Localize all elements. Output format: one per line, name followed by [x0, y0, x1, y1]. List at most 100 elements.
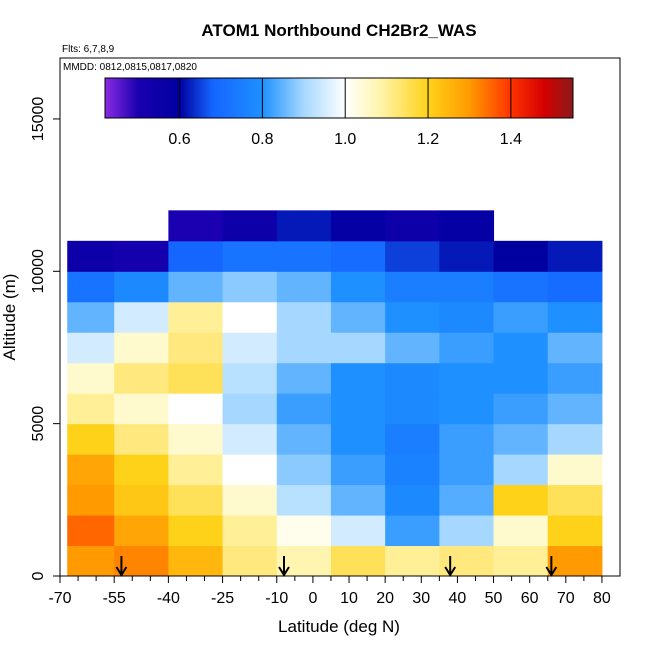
- heatmap-cell: [547, 454, 603, 486]
- arrow-head: [444, 566, 457, 577]
- heatmap-cell: [330, 515, 386, 547]
- x-tick-label: 0: [308, 590, 317, 607]
- y-axis-label: Altitude (m): [0, 274, 19, 361]
- arrow-head: [545, 566, 558, 577]
- x-tick-label: -70: [48, 590, 71, 607]
- heatmap-cell: [222, 423, 278, 455]
- dates-subtitle: MMDD: 0812,0815,0817,0820: [63, 62, 197, 73]
- heatmap-cell: [330, 332, 386, 364]
- heatmap-cell: [114, 423, 169, 455]
- heatmap-cell: [114, 515, 169, 547]
- heatmap-cell: [493, 515, 549, 547]
- arrow-head: [115, 566, 128, 577]
- heatmap-cell: [67, 454, 115, 486]
- heatmap-cells: [67, 210, 603, 576]
- heatmap-cell: [168, 210, 224, 242]
- heatmap-cell: [67, 545, 115, 576]
- heatmap-cell: [439, 301, 495, 333]
- heatmap-cell: [385, 484, 440, 516]
- heatmap-cell: [276, 515, 332, 547]
- heatmap-cell: [493, 301, 549, 333]
- heatmap-cell: [385, 301, 440, 333]
- heatmap-cell: [439, 454, 495, 486]
- heatmap-cell: [547, 240, 603, 272]
- heatmap-cell: [439, 332, 495, 364]
- heatmap-cell: [385, 393, 440, 425]
- heatmap-cell: [385, 423, 440, 455]
- heatmap-cell: [114, 301, 169, 333]
- x-tick-label: -40: [157, 590, 180, 607]
- heatmap-cell: [330, 423, 386, 455]
- heatmap-cell: [439, 423, 495, 455]
- heatmap-cell: [222, 332, 278, 364]
- heatmap-cell: [222, 240, 278, 272]
- x-tick-label: -55: [103, 590, 126, 607]
- heatmap-cell: [330, 271, 386, 303]
- heatmap-cell: [547, 423, 603, 455]
- heatmap-cell: [114, 484, 169, 516]
- heatmap-cell: [439, 362, 495, 394]
- heatmap-cell: [330, 362, 386, 394]
- x-tick-label: -10: [265, 590, 288, 607]
- heatmap-cell: [168, 301, 224, 333]
- heatmap-cell: [493, 454, 549, 486]
- heatmap-cell: [330, 545, 386, 576]
- heatmap-cell: [222, 210, 278, 242]
- down-arrow-icon: [545, 556, 558, 577]
- heatmap-cell: [168, 271, 224, 303]
- heatmap-cell: [168, 393, 224, 425]
- heatmap-cell: [330, 240, 386, 272]
- heatmap-cell: [114, 362, 169, 394]
- colorbar-tick-label: 0.6: [168, 131, 190, 148]
- down-arrow-icon: [115, 556, 128, 577]
- y-tick-label: 0: [30, 571, 47, 580]
- colorbar-tick-label: 1.4: [500, 131, 522, 148]
- heatmap-cell: [439, 210, 495, 242]
- heatmap-cell: [439, 240, 495, 272]
- heatmap-cell: [385, 362, 440, 394]
- heatmap-cell: [330, 484, 386, 516]
- heatmap-cell: [168, 484, 224, 516]
- flights-subtitle: Flts: 6,7,8,9: [62, 44, 115, 55]
- x-tick-label: -25: [211, 590, 234, 607]
- heatmap-cell: [547, 301, 603, 333]
- heatmap-cell: [168, 332, 224, 364]
- heatmap-cell: [222, 454, 278, 486]
- heatmap-cell: [114, 271, 169, 303]
- x-tick-label: 60: [521, 590, 539, 607]
- colorbar-tick-label: 1.0: [334, 131, 356, 148]
- heatmap-cell: [114, 393, 169, 425]
- heatmap-cell: [67, 271, 115, 303]
- heatmap-cell: [276, 271, 332, 303]
- heatmap-cell: [547, 515, 603, 547]
- heatmap-cell: [168, 545, 224, 576]
- colorbar-tick-label: 1.2: [417, 131, 439, 148]
- heatmap-cell: [547, 393, 603, 425]
- heatmap-cell: [276, 240, 332, 272]
- heatmap-cell: [168, 240, 224, 272]
- heatmap-cell: [493, 240, 549, 272]
- heatmap-cell: [67, 301, 115, 333]
- heatmap-cell: [222, 515, 278, 547]
- heatmap-cell: [276, 210, 332, 242]
- heatmap-cell: [276, 362, 332, 394]
- heatmap-cell: [330, 210, 386, 242]
- heatmap-cell: [222, 362, 278, 394]
- heatmap-cell: [276, 393, 332, 425]
- heatmap-cell: [547, 332, 603, 364]
- down-arrow-icon: [278, 556, 290, 577]
- colorbar-tick-label: 0.8: [251, 131, 273, 148]
- heatmap-cell: [493, 271, 549, 303]
- x-tick-label: 50: [485, 590, 503, 607]
- heatmap-cell: [547, 545, 603, 576]
- plot-frame: [59, 57, 621, 577]
- heatmap-cell: [493, 484, 549, 516]
- chart-title: ATOM1 Northbound CH2Br2_WAS: [201, 21, 476, 40]
- heatmap-cell: [67, 423, 115, 455]
- heatmap-cell: [222, 393, 278, 425]
- heatmap-cell: [276, 454, 332, 486]
- heatmap-cell: [114, 332, 169, 364]
- heatmap-cell: [385, 515, 440, 547]
- colorbar-bar: [104, 77, 574, 119]
- heatmap-cell: [330, 301, 386, 333]
